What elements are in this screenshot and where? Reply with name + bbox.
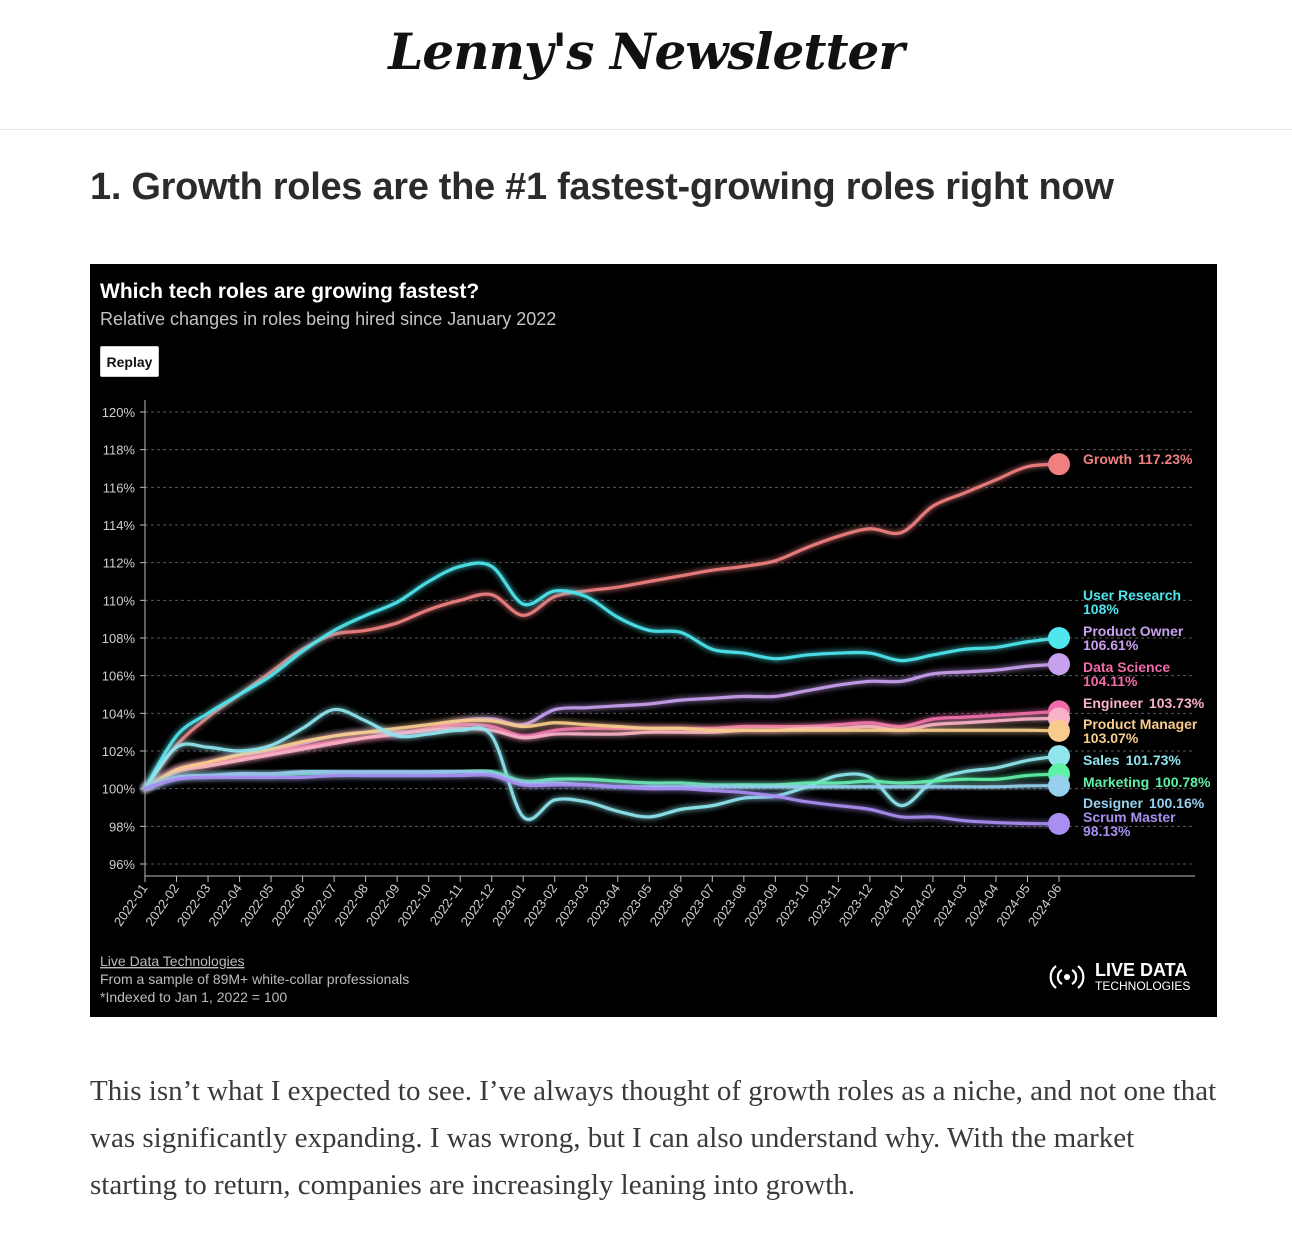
end-label-value: 106.61% [1083,637,1139,653]
end-label-name: Product Owner [1083,623,1184,639]
end-label-value: 117.23% [1138,451,1193,467]
series-line-marketing [143,769,1061,791]
series-line-user-research [143,561,1061,791]
newsletter-logo[interactable]: Lenny's Newsletter [388,22,904,81]
end-label-name: User Research [1083,587,1181,603]
section-heading: 1. Growth roles are the #1 fastest-growi… [90,166,1114,208]
end-dot-user-research [1048,627,1070,649]
y-axis: 96% 98% 100% 102% 104% 106% 108% 110% 112% 114% 11… [102,405,145,872]
end-label-value: 98.13% [1083,823,1131,839]
y-tick-label: 104% [102,706,136,721]
line-chart: Which tech roles are growing fastest? Re… [100,280,1211,1005]
end-dot-growth [1048,453,1070,476]
end-label-value: 100.16% [1149,795,1205,811]
series-line-sales [143,707,1061,821]
end-label-sales: Sales 101.73% [1083,752,1181,768]
end-label-value: 104.11% [1083,673,1138,689]
y-tick-label: 110% [103,593,136,608]
end-label-name: Designer [1083,795,1143,811]
end-label-name: Engineer [1083,695,1143,711]
end-label-value: 101.73% [1126,752,1182,768]
y-tick-label: 100% [102,782,136,797]
end-dot-designer [1048,774,1070,797]
end-label-name: Product Manager [1083,716,1198,732]
brand-name: LIVE DATA [1095,960,1187,980]
end-label-designer: Designer 100.16% [1083,795,1205,811]
y-tick-label: 102% [102,744,136,759]
live-data-logo: LIVE DATA TECHNOLOGIES [1049,960,1190,993]
end-label-value: 103.73% [1149,695,1205,711]
end-label-name: Growth [1083,451,1132,467]
end-label-value: 108% [1083,601,1119,617]
y-tick-label: 114% [103,518,136,533]
y-tick-label: 118% [103,443,136,458]
sample-footnote: From a sample of 89M+ white-collar profe… [100,971,409,987]
chart-subtitle: Relative changes in roles being hired si… [100,309,556,329]
end-dot-scrum-master [1048,812,1070,835]
chart-panel: Which tech roles are growing fastest? Re… [90,264,1217,1017]
end-label-name: Scrum Master [1083,809,1176,825]
grid-lines [145,411,1195,865]
end-label-name: Data Science [1083,659,1170,675]
end-label-name: Sales [1083,752,1120,768]
source-link[interactable]: Live Data Technologies [100,953,245,969]
masthead: Lenny's Newsletter [0,0,1292,130]
series-line-scrum-master [143,773,1061,826]
y-tick-label: 106% [102,669,136,684]
end-label-value: 100.78% [1155,774,1211,790]
end-label-growth: Growth 117.23% [1083,451,1193,467]
y-tick-label: 98% [109,819,135,834]
index-footnote: *Indexed to Jan 1, 2022 = 100 [100,989,287,1005]
end-label-engineer: Engineer 103.73% [1083,695,1205,711]
end-label-marketing: Marketing 100.78% [1083,774,1211,790]
broadcast-icon [1049,965,1085,989]
replay-button[interactable]: Replay [100,346,159,377]
y-tick-label: 116% [103,480,136,495]
end-dot-sales [1048,745,1070,768]
end-dot-product-manager [1048,719,1070,742]
y-tick-label: 96% [109,857,135,872]
series-line-product-manager [143,718,1061,791]
series-lines [143,462,1061,826]
brand-subname: TECHNOLOGIES [1095,979,1190,993]
y-tick-label: 112% [103,556,136,571]
end-label-name: Marketing [1083,774,1149,790]
series-line-data-science [143,709,1061,791]
broadcast-dot [1064,974,1070,980]
y-tick-label: 108% [102,631,136,646]
chart-title: Which tech roles are growing fastest? [100,280,479,303]
x-axis: 2022-012022-022022-032022-042022-052022-… [111,876,1064,929]
y-tick-label: 120% [102,405,136,420]
article-paragraph: This isn’t what I expected to see. I’ve … [90,1075,1217,1201]
end-label-value: 103.07% [1083,730,1139,746]
series-line-growth [143,462,1061,791]
series-line-product-owner [143,662,1061,791]
end-dot-product-owner [1048,653,1070,676]
